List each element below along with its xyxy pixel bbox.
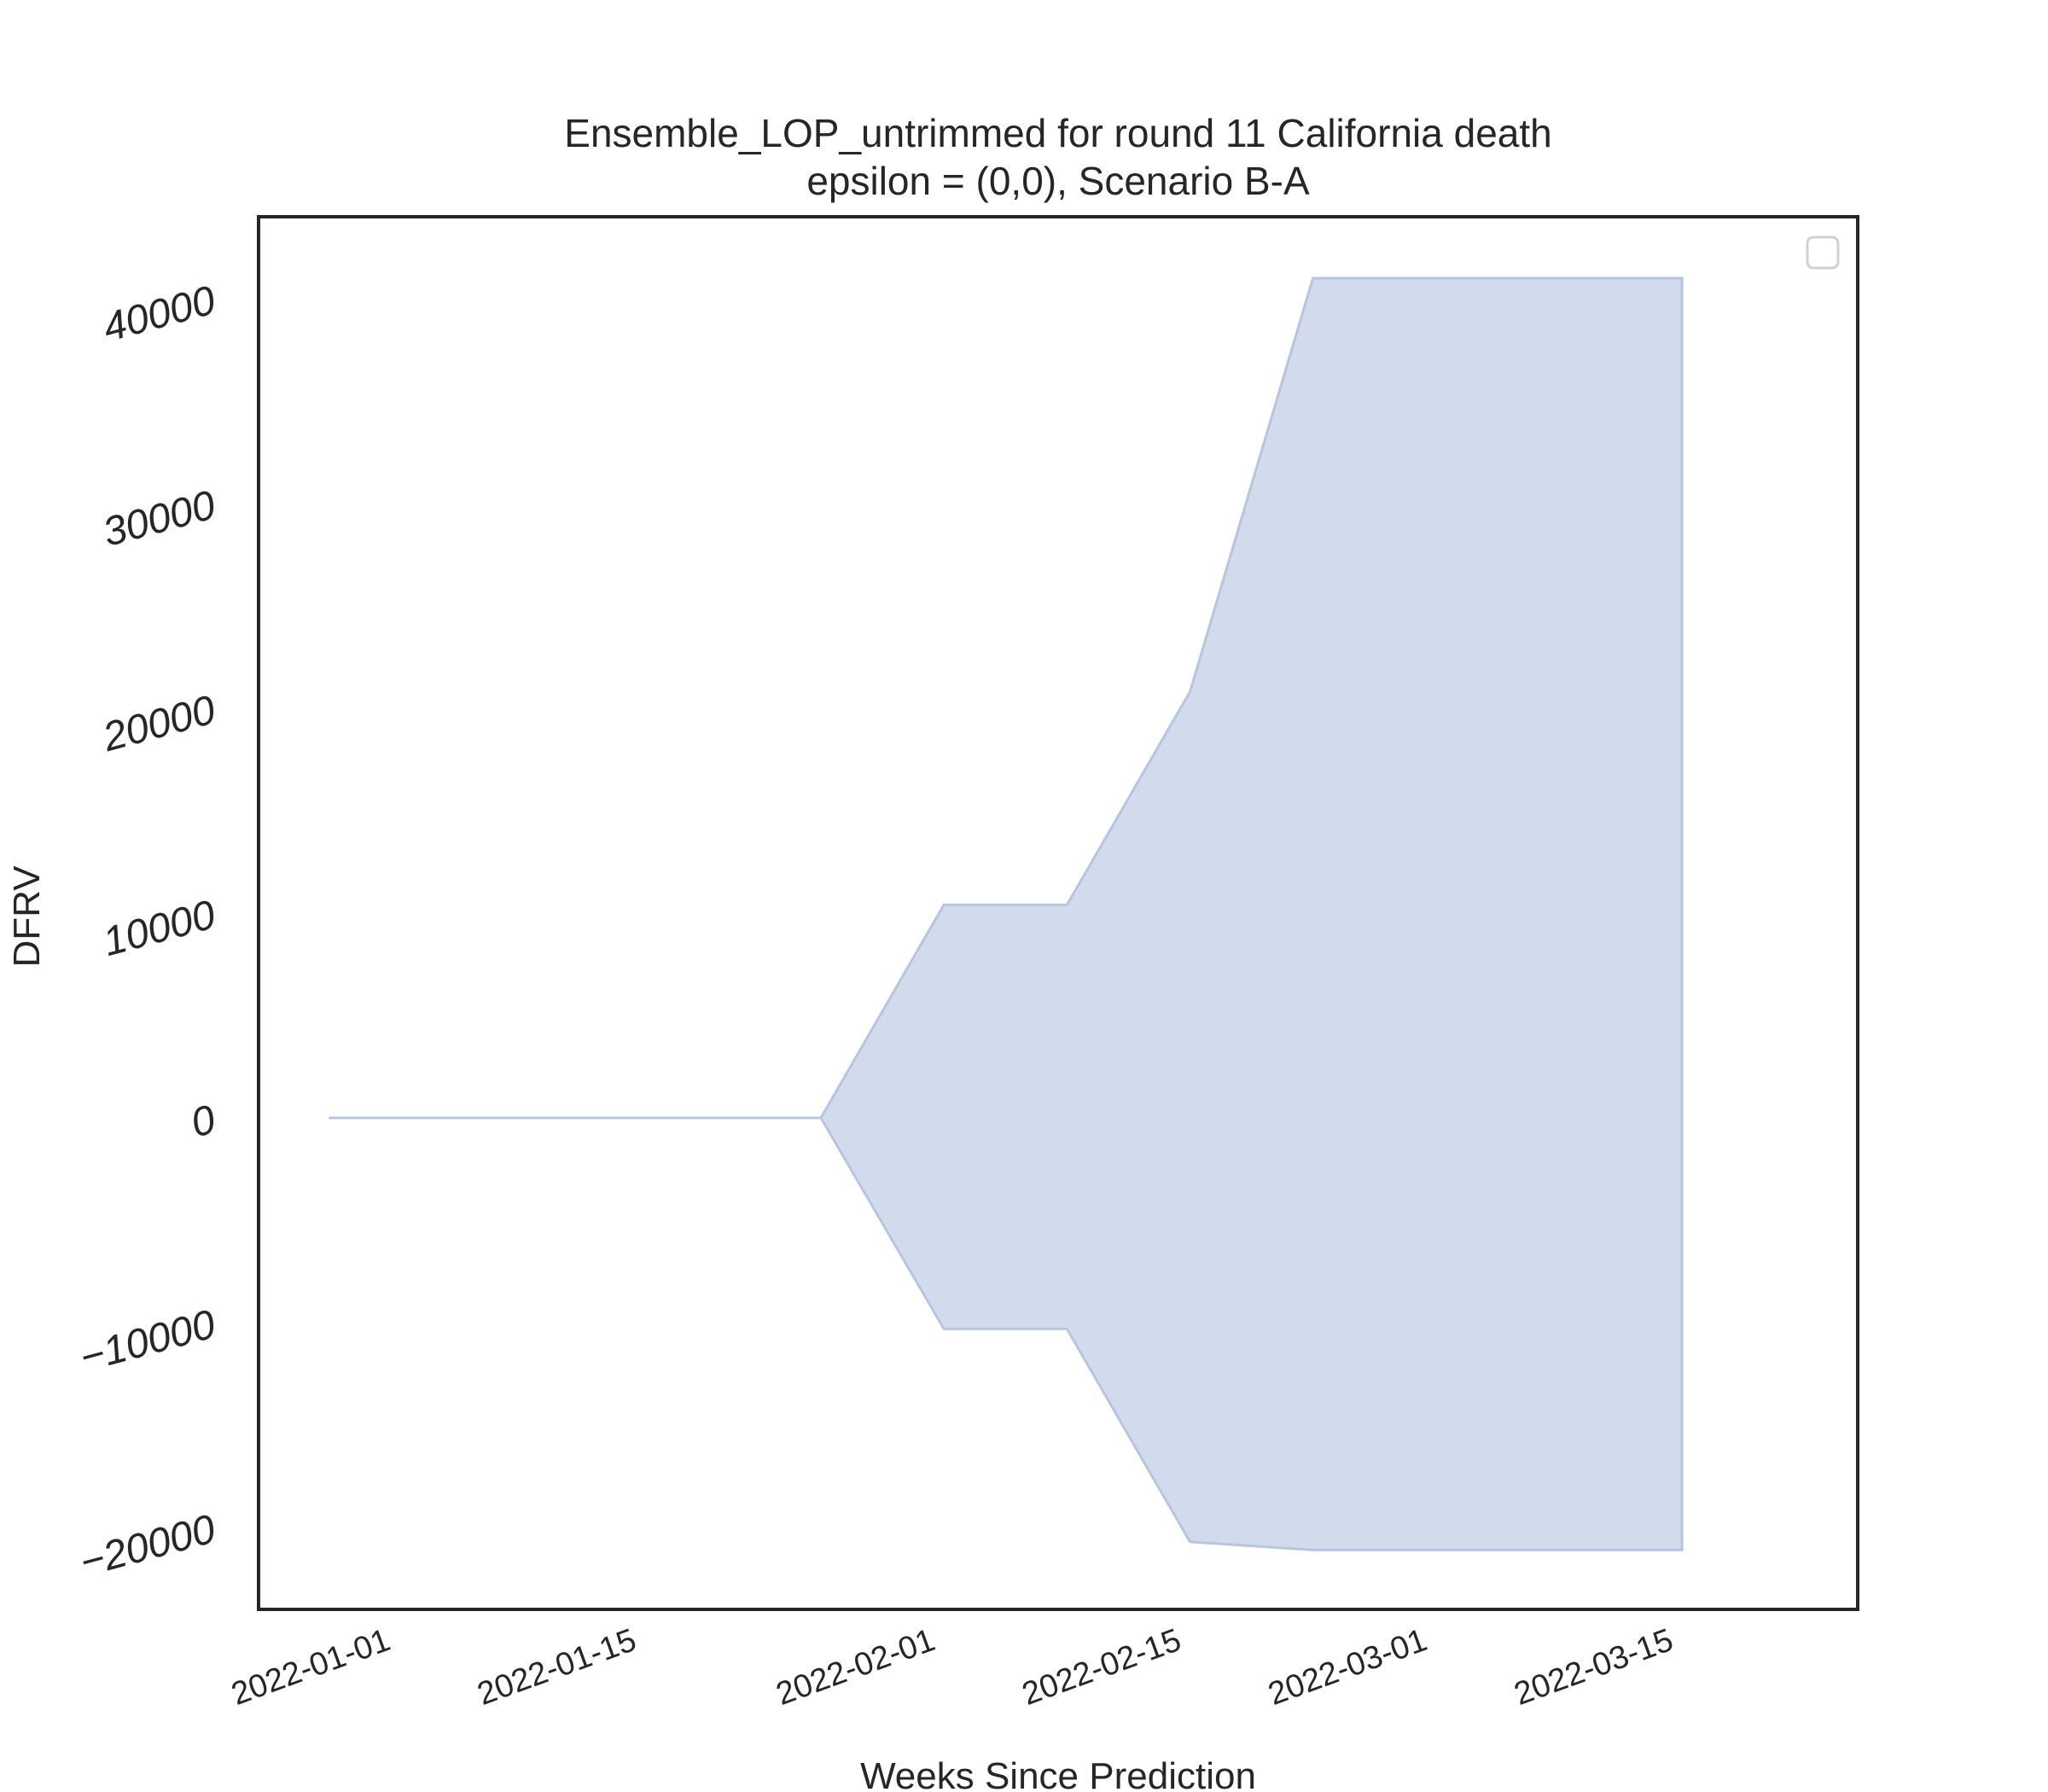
chart-title-line1: Ensemble_LOP_untrimmed for round 11 Cali… [564,111,1551,155]
x-tick-label: 2022-01-01 [227,1622,395,1713]
y-tick-label: −10000 [75,1301,220,1381]
x-tick-label: 2022-02-15 [1017,1622,1185,1713]
x-tick-label: 2022-03-01 [1264,1622,1432,1713]
y-tick-label: 0 [186,1097,220,1146]
plot-frame [257,215,1859,1611]
x-axis-ticks: 2022-01-01 2022-01-15 2022-02-01 2022-02-15… [227,1622,1678,1713]
band-layer [329,276,1684,1551]
x-tick-label: 2022-01-15 [473,1622,641,1713]
x-tick-label: 2022-02-01 [771,1622,940,1713]
chart-title-line2: epsilon = (0,0), Scenario B-A [806,159,1310,203]
legend-box [1806,236,1840,270]
y-tick-label: −20000 [75,1506,220,1585]
uncertainty-band-0 [329,276,1684,1551]
y-tick-label: 40000 [98,277,220,351]
x-tick-label: 2022-03-15 [1510,1622,1678,1713]
y-tick-label: 30000 [98,482,220,556]
y-axis-label: DFRV [6,865,48,968]
y-axis-ticks: −20000 −10000 0 10000 20000 30000 40000 [75,277,220,1585]
y-tick-label: 10000 [98,892,220,965]
y-tick-label: 20000 [97,687,220,760]
x-axis-label: Weeks Since Prediction [860,1755,1256,1792]
